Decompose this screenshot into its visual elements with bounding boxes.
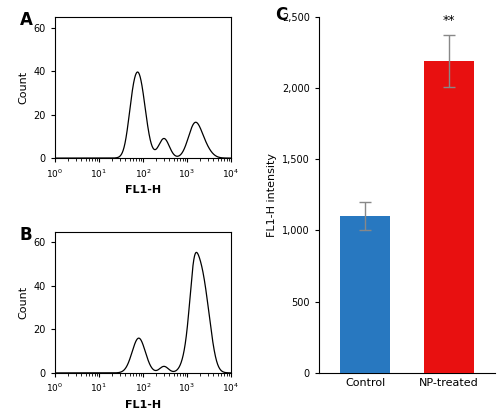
X-axis label: FL1-H: FL1-H <box>125 185 161 195</box>
Bar <box>340 216 390 373</box>
Text: B: B <box>20 226 32 244</box>
Text: **: ** <box>442 14 455 27</box>
Text: A: A <box>20 11 32 29</box>
Y-axis label: FL1-H intensity: FL1-H intensity <box>266 153 276 237</box>
Y-axis label: Count: Count <box>18 286 28 319</box>
Bar <box>424 61 474 373</box>
Y-axis label: Count: Count <box>18 71 28 104</box>
Text: C: C <box>275 6 287 24</box>
X-axis label: FL1-H: FL1-H <box>125 400 161 410</box>
